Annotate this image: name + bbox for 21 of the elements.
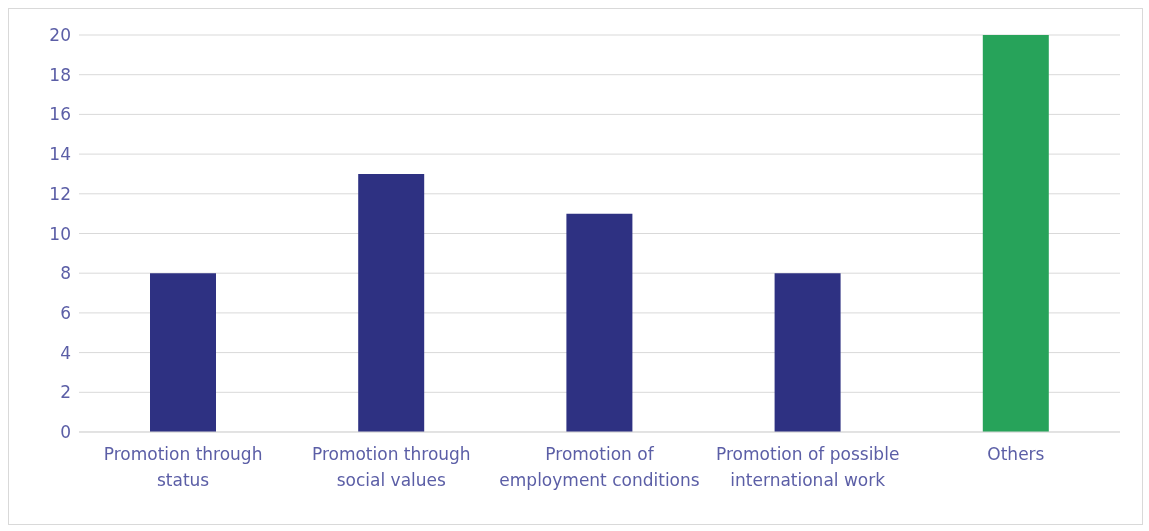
x-tick-label: Others — [987, 444, 1045, 464]
x-tick-label: Promotion of possible international work — [716, 444, 900, 490]
x-tick-label: Promotion through social values — [311, 444, 471, 490]
y-tick-label: 14 — [49, 144, 71, 165]
y-tick-label: 18 — [49, 64, 71, 85]
bar — [358, 173, 425, 432]
y-tick-label: 4 — [60, 342, 71, 363]
y-tick-label: 10 — [49, 223, 71, 244]
y-tick-label: 16 — [49, 104, 71, 125]
x-tick-label: Promotion through status — [103, 444, 263, 490]
bar — [774, 273, 841, 432]
y-tick-label: 20 — [49, 25, 71, 46]
y-tick-label: 12 — [49, 183, 71, 204]
y-tick-label: 6 — [60, 302, 71, 323]
y-tick-label: 0 — [60, 422, 71, 443]
y-tick-label: 8 — [60, 263, 71, 284]
bar — [150, 273, 216, 432]
bar — [982, 35, 1049, 432]
y-tick-label: 2 — [60, 382, 71, 403]
x-tick-label: Promotion of employment conditions — [499, 444, 700, 490]
bar — [566, 213, 633, 432]
